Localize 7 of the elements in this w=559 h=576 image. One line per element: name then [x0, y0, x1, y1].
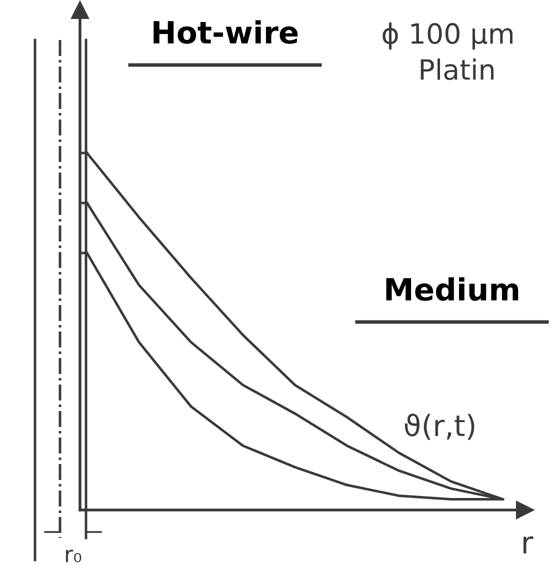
text: r₀	[66, 550, 82, 562]
text: Platin	[420, 58, 494, 80]
x-axis-title: r	[523, 536, 534, 554]
annotation: ϑ(r,t)	[404, 414, 474, 440]
text: ϕ 100 µm	[382, 22, 513, 50]
annotation: Medium	[386, 277, 518, 301]
text: Hot-wire	[154, 20, 298, 44]
